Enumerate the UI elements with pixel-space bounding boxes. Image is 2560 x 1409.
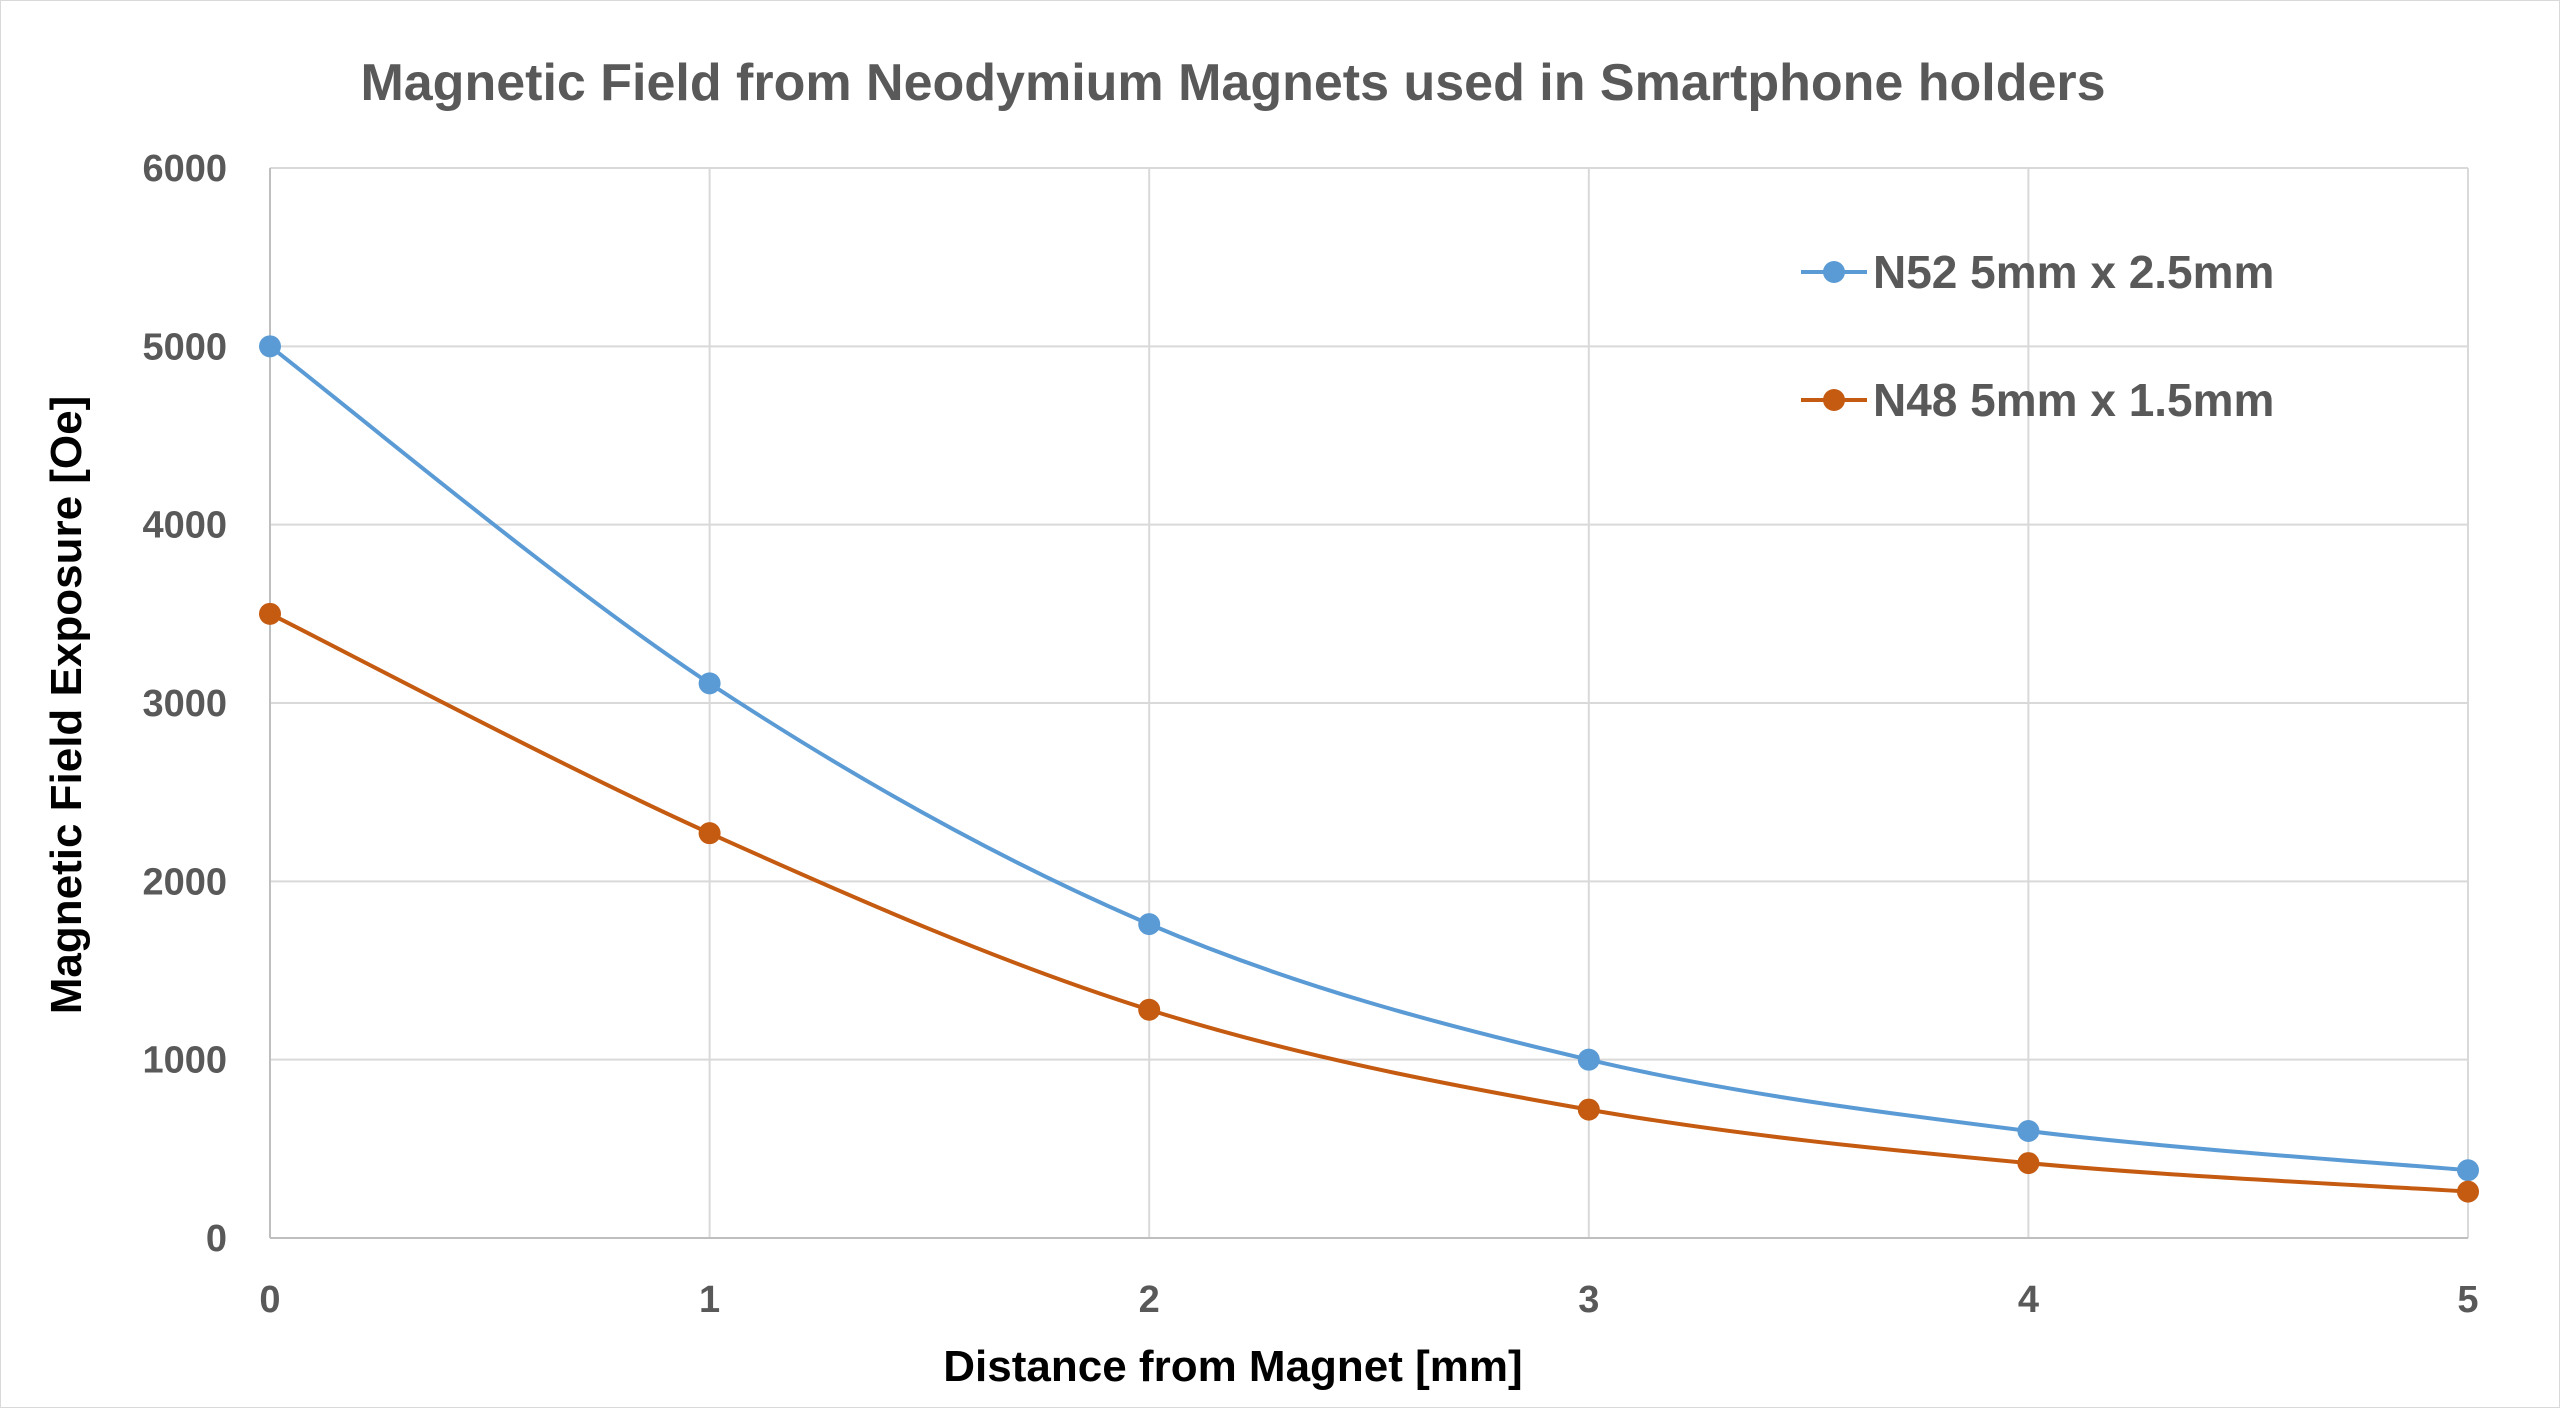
data-point bbox=[1138, 913, 1161, 936]
legend: N52 5mm x 2.5mm N48 5mm x 1.5mm bbox=[1801, 246, 2274, 426]
y-tick-label: 4000 bbox=[142, 505, 227, 547]
legend-label: N52 5mm x 2.5mm bbox=[1873, 246, 2274, 298]
series-line bbox=[269, 612, 2469, 1194]
data-point bbox=[2457, 1180, 2479, 1203]
y-tick-label: 2000 bbox=[142, 861, 227, 903]
x-tick-label: 0 bbox=[259, 1279, 280, 1321]
x-axis-tick-labels: 0 1 2 3 4 5 bbox=[259, 1279, 2478, 1321]
y-tick-label: 0 bbox=[206, 1218, 227, 1260]
y-tick-label: 3000 bbox=[142, 683, 227, 725]
legend-entry: N52 5mm x 2.5mm bbox=[1801, 246, 2274, 298]
data-point bbox=[1138, 998, 1161, 1021]
series-line bbox=[268, 344, 2469, 1173]
data-point bbox=[698, 672, 721, 695]
chart-title: Magnetic Field from Neodymium Magnets us… bbox=[360, 54, 2105, 112]
data-point bbox=[259, 602, 281, 625]
legend-label: N48 5mm x 1.5mm bbox=[1873, 374, 2274, 426]
x-tick-label: 1 bbox=[699, 1279, 720, 1321]
data-point bbox=[2017, 1152, 2040, 1175]
x-tick-label: 2 bbox=[1139, 1279, 1160, 1321]
y-axis-title: Magnetic Field Exposure [Oe] bbox=[42, 396, 91, 1015]
series-1 bbox=[259, 335, 2479, 1182]
data-point bbox=[1577, 1098, 1600, 1121]
y-tick-label: 5000 bbox=[142, 326, 227, 368]
series-2 bbox=[259, 602, 2479, 1203]
y-axis-tick-labels: 0 1000 2000 3000 4000 5000 6000 bbox=[142, 148, 227, 1260]
data-point bbox=[259, 335, 281, 358]
x-axis-title: Distance from Magnet [mm] bbox=[943, 1342, 1522, 1391]
data-series bbox=[259, 335, 2479, 1203]
legend-marker bbox=[1823, 261, 1845, 283]
y-tick-label: 1000 bbox=[142, 1040, 227, 1082]
y-tick-label: 6000 bbox=[142, 148, 227, 190]
x-tick-label: 3 bbox=[1578, 1279, 1599, 1321]
legend-entry: N48 5mm x 1.5mm bbox=[1801, 374, 2274, 426]
legend-marker bbox=[1823, 389, 1845, 411]
data-point bbox=[698, 822, 721, 845]
data-point bbox=[2017, 1120, 2040, 1142]
x-tick-label: 5 bbox=[2457, 1279, 2478, 1321]
gridlines bbox=[270, 167, 2469, 1238]
x-tick-label: 4 bbox=[2018, 1279, 2039, 1321]
data-point bbox=[1577, 1048, 1600, 1071]
data-point bbox=[2457, 1159, 2479, 1182]
